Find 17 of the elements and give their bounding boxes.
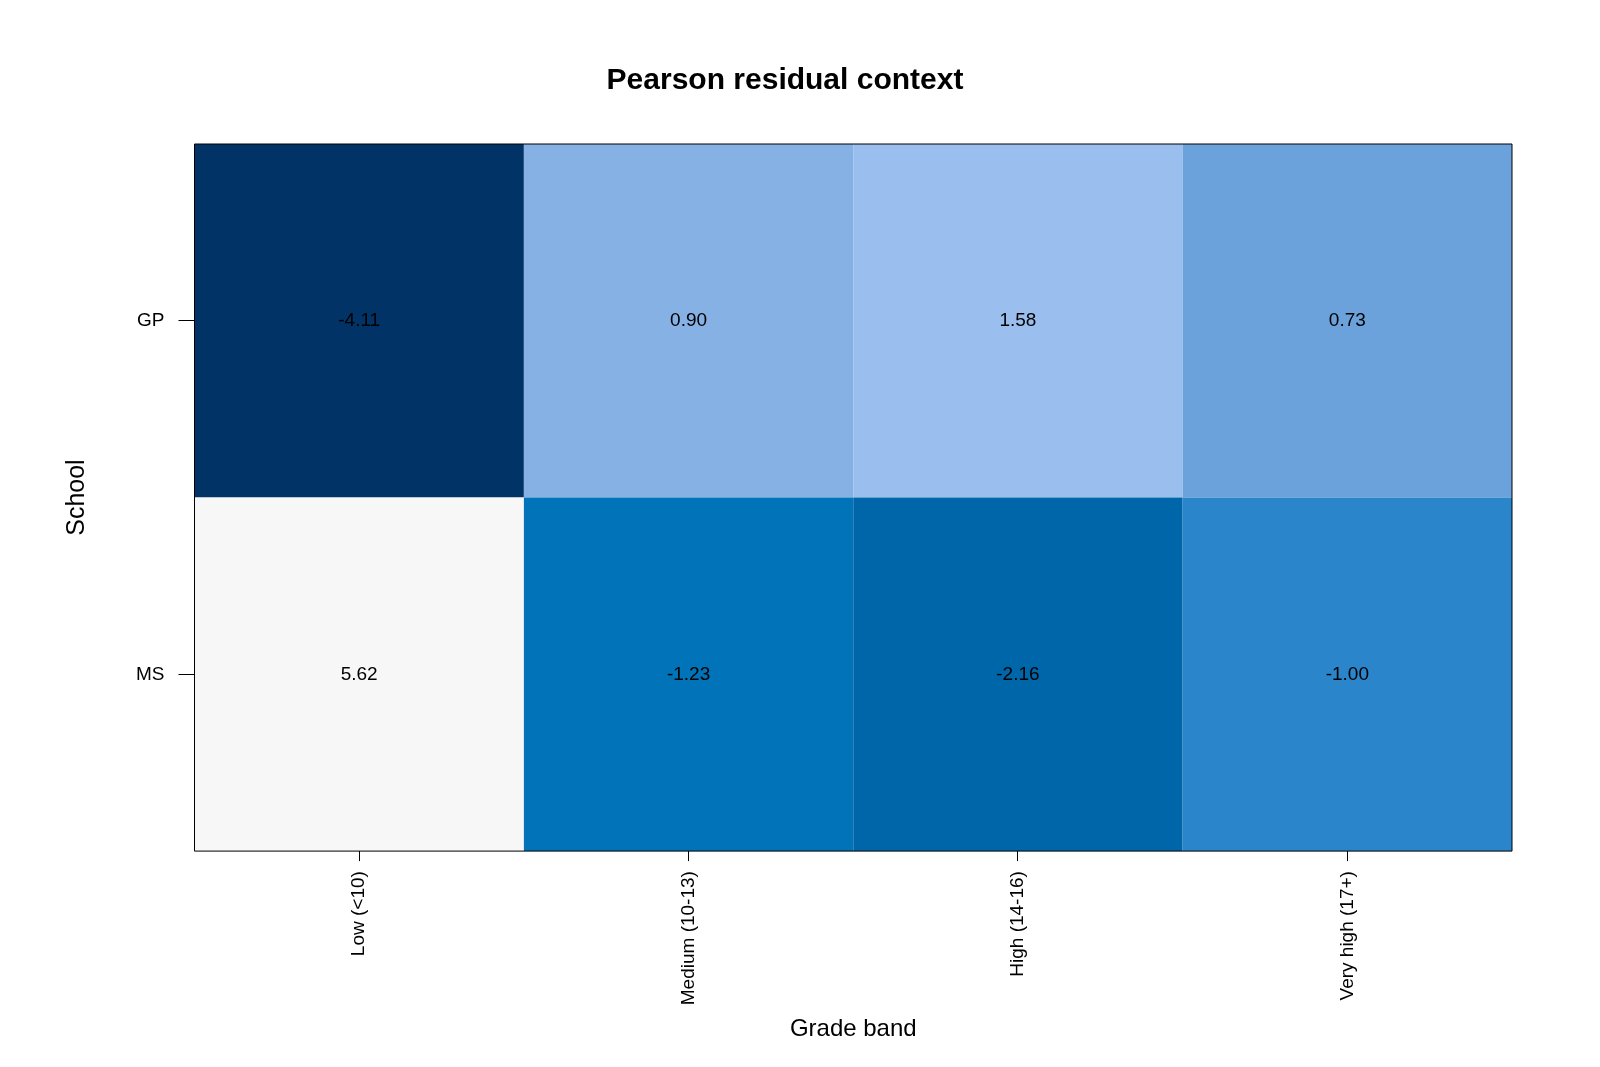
chart-title: Pearson residual context xyxy=(606,62,964,96)
data-label: 1.58 xyxy=(999,309,1037,331)
data-label: -2.16 xyxy=(996,662,1040,684)
x-tick-label: High (14-16) xyxy=(1006,871,1028,977)
data-label: -1.23 xyxy=(666,662,711,684)
x-tick-label: Low (<10) xyxy=(347,871,369,957)
y-axis-title: School xyxy=(60,459,89,536)
data-label: 0.90 xyxy=(670,309,708,331)
data-label: 0.73 xyxy=(1328,309,1366,331)
data-label: -4.11 xyxy=(338,309,381,331)
x-tick-label: Medium (10-13) xyxy=(676,871,698,1006)
x-axis-title: Grade band xyxy=(789,1014,917,1042)
y-tick-label: GP xyxy=(137,309,165,331)
data-label: -1.00 xyxy=(1325,662,1369,684)
x-tick-label: Very high (17+) xyxy=(1335,871,1357,1001)
data-label: 5.62 xyxy=(340,662,378,684)
y-tick-label: MS xyxy=(136,662,165,684)
